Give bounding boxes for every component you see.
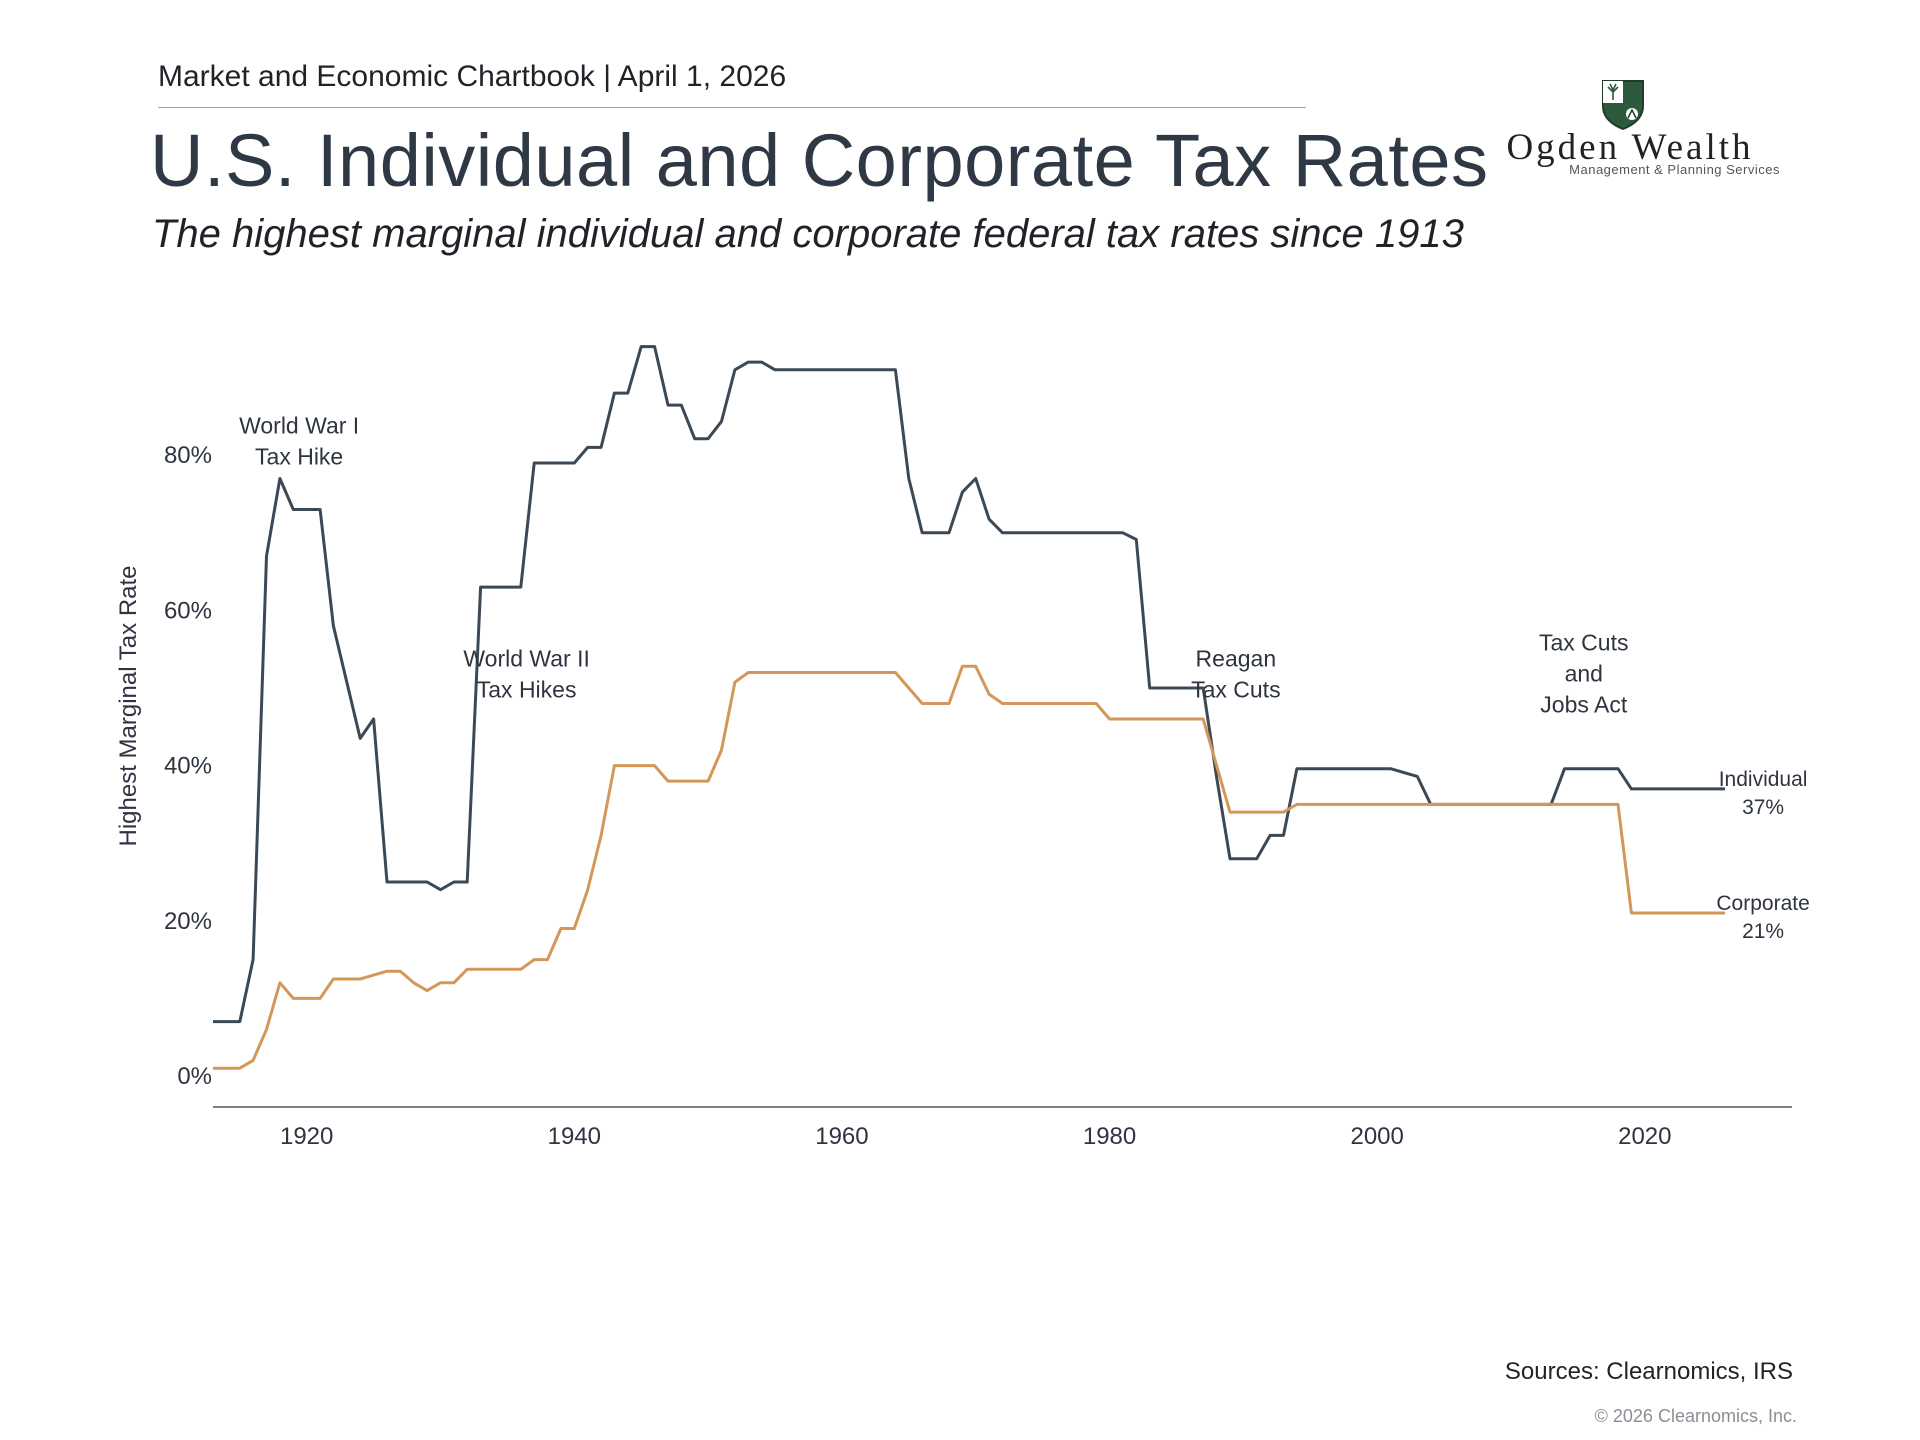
y-tick-label: 20%	[164, 908, 212, 935]
series-end-label-value: 37%	[1742, 796, 1784, 819]
annotation-text: Tax Cuts	[1539, 630, 1628, 656]
y-axis-label: Highest Marginal Tax Rate	[115, 565, 142, 846]
annotation-text: Tax Cuts	[1191, 676, 1280, 702]
x-tick-label: 2000	[1350, 1123, 1403, 1150]
series-line-corporate	[213, 664, 1726, 1070]
logo-name: Ogden Wealth	[1506, 127, 1754, 168]
axes-layer: 1920 1940 1960 1980 2000 2020 0% 20% 40% 60% 80%	[164, 442, 1792, 1150]
page-subtitle: The highest marginal individual and corp…	[152, 212, 1464, 256]
y-tick-label: 40%	[164, 753, 212, 780]
copyright-note: © 2026 Clearnomics, Inc.	[1594, 1406, 1797, 1426]
sources-note: Sources: Clearnomics, IRS	[1504, 1358, 1793, 1385]
x-tick-label: 1920	[280, 1123, 333, 1150]
logo-tagline: Management & Planning Services	[1569, 162, 1780, 177]
series-end-label-name: Corporate	[1716, 892, 1809, 915]
labels-layer: Individual 37% Corporate 21% World War I Tax …	[239, 412, 1810, 943]
annotation-text: World War II	[463, 645, 590, 671]
series-end-label-value: 21%	[1742, 920, 1784, 943]
annotation-text: Jobs Act	[1540, 692, 1628, 718]
y-tick-label: 80%	[164, 442, 212, 469]
series-layer	[213, 345, 1726, 1070]
annotation-text: Reagan	[1196, 645, 1277, 671]
y-tick-label: 60%	[164, 597, 212, 624]
x-tick-label: 1960	[815, 1123, 868, 1150]
annotation-text: and	[1565, 661, 1603, 687]
x-tick-label: 1980	[1083, 1123, 1136, 1150]
series-end-label-name: Individual	[1719, 768, 1808, 791]
x-tick-label: 1940	[548, 1123, 601, 1150]
annotation-text: Tax Hike	[255, 443, 343, 469]
shield-tree-lion-icon	[1602, 80, 1644, 130]
page-title: U.S. Individual and Corporate Tax Rates	[150, 119, 1489, 202]
y-tick-label: 0%	[177, 1063, 212, 1090]
x-tick-label: 2020	[1618, 1123, 1671, 1150]
chartbook-header: Market and Economic Chartbook | April 1,…	[158, 60, 787, 93]
company-logo: Ogden Wealth Management & Planning Servi…	[1490, 78, 1780, 188]
series-line-individual	[213, 345, 1726, 1024]
annotation-text: Tax Hikes	[477, 676, 577, 702]
header-divider	[158, 107, 1306, 108]
annotation-text: World War I	[239, 412, 359, 438]
